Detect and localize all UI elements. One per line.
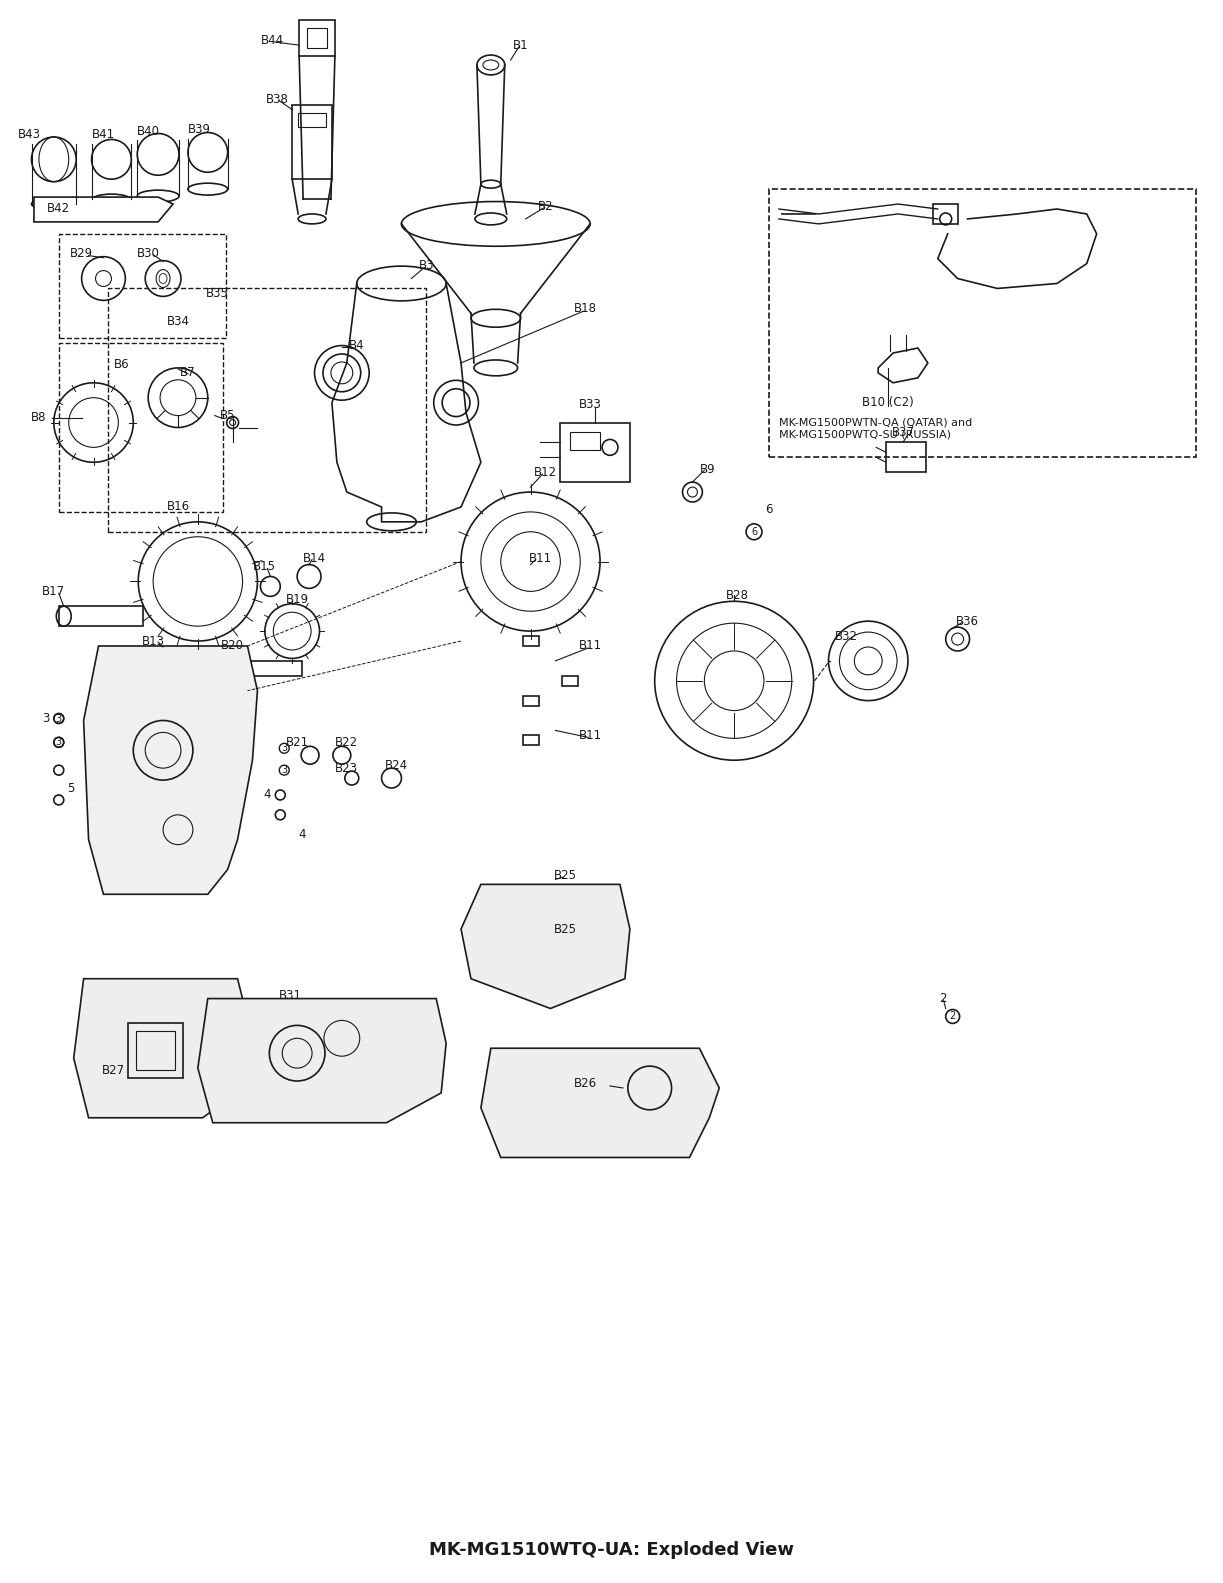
Bar <box>570 432 600 450</box>
Text: 3: 3 <box>281 765 287 776</box>
Bar <box>933 204 958 223</box>
Polygon shape <box>481 1048 719 1157</box>
Text: B25: B25 <box>554 869 577 882</box>
Text: B16: B16 <box>166 500 190 513</box>
Polygon shape <box>878 348 928 383</box>
Text: B35: B35 <box>207 287 229 299</box>
Bar <box>307 28 327 47</box>
Text: B13: B13 <box>142 635 165 647</box>
Text: B41: B41 <box>92 128 115 141</box>
Bar <box>292 104 331 179</box>
Text: B17: B17 <box>43 584 65 598</box>
Text: 4: 4 <box>298 828 306 841</box>
Bar <box>59 344 223 511</box>
Text: 3: 3 <box>281 744 287 754</box>
Polygon shape <box>34 196 172 222</box>
Text: B7: B7 <box>180 366 196 380</box>
Text: B25: B25 <box>554 923 577 936</box>
Text: B9: B9 <box>700 462 715 476</box>
Text: B2: B2 <box>538 199 553 212</box>
Polygon shape <box>461 885 630 1008</box>
Text: B33: B33 <box>578 399 602 412</box>
Text: B14: B14 <box>302 552 325 565</box>
Text: B3: B3 <box>418 260 434 272</box>
Text: B4: B4 <box>349 339 364 351</box>
Text: B24: B24 <box>385 758 408 771</box>
Text: B39: B39 <box>188 123 212 136</box>
Text: B10 (C2): B10 (C2) <box>862 396 914 408</box>
Text: B15: B15 <box>253 560 276 573</box>
Text: B18: B18 <box>574 302 597 315</box>
Text: B42: B42 <box>48 203 71 215</box>
Text: B21: B21 <box>286 736 308 749</box>
Text: B38: B38 <box>265 93 289 106</box>
Text: B26: B26 <box>574 1078 597 1091</box>
Text: 6: 6 <box>766 503 773 516</box>
Text: B27: B27 <box>102 1064 125 1076</box>
Text: B32: B32 <box>835 630 857 643</box>
Text: B20: B20 <box>221 640 245 652</box>
Text: MK-MG1500PWTN-QA (QATAR) and
MK-MG1500PWTQ-SU (RUSSIA): MK-MG1500PWTN-QA (QATAR) and MK-MG1500PW… <box>779 418 972 438</box>
Polygon shape <box>198 999 446 1122</box>
Text: B11: B11 <box>528 552 552 565</box>
Text: B8: B8 <box>31 412 46 424</box>
Text: B36: B36 <box>956 614 980 628</box>
Text: B40: B40 <box>137 125 160 138</box>
Text: B1: B1 <box>512 38 528 52</box>
Bar <box>563 676 578 685</box>
Text: 3: 3 <box>56 714 62 723</box>
Bar <box>560 423 630 483</box>
Text: B6: B6 <box>114 358 130 372</box>
Bar <box>522 736 538 746</box>
Text: 2: 2 <box>939 993 947 1005</box>
Polygon shape <box>73 978 247 1118</box>
Text: 3: 3 <box>56 738 62 747</box>
Bar <box>300 21 335 55</box>
Bar <box>887 442 926 472</box>
Text: B5: B5 <box>220 408 235 423</box>
Text: 3: 3 <box>42 712 50 725</box>
Text: B12: B12 <box>534 465 556 478</box>
Text: B11: B11 <box>578 640 602 652</box>
Text: 5: 5 <box>67 782 75 795</box>
Text: B30: B30 <box>137 247 160 260</box>
Bar <box>769 188 1196 457</box>
Text: MK-MG1510WTQ-UA: Exploded View: MK-MG1510WTQ-UA: Exploded View <box>428 1540 794 1559</box>
Text: 4: 4 <box>264 788 272 801</box>
Bar <box>522 695 538 706</box>
Bar <box>59 606 143 627</box>
Text: 2: 2 <box>949 1012 956 1021</box>
Text: B34: B34 <box>166 315 190 328</box>
Bar <box>136 1032 175 1070</box>
Text: B29: B29 <box>70 247 93 260</box>
Text: B19: B19 <box>286 592 308 606</box>
Text: B23: B23 <box>335 761 358 774</box>
Text: B43: B43 <box>17 128 40 141</box>
Bar <box>223 660 302 676</box>
Text: B37: B37 <box>892 426 915 438</box>
Text: 6: 6 <box>751 527 757 537</box>
Text: B44: B44 <box>260 33 284 46</box>
Bar <box>59 234 226 339</box>
Text: B22: B22 <box>335 736 358 749</box>
Polygon shape <box>83 646 257 894</box>
Bar <box>298 112 327 127</box>
Text: B11: B11 <box>578 728 602 742</box>
Text: B31: B31 <box>279 989 302 1002</box>
Bar <box>109 288 427 532</box>
Text: B28: B28 <box>725 589 748 602</box>
Bar <box>128 1023 183 1078</box>
Bar <box>522 636 538 646</box>
